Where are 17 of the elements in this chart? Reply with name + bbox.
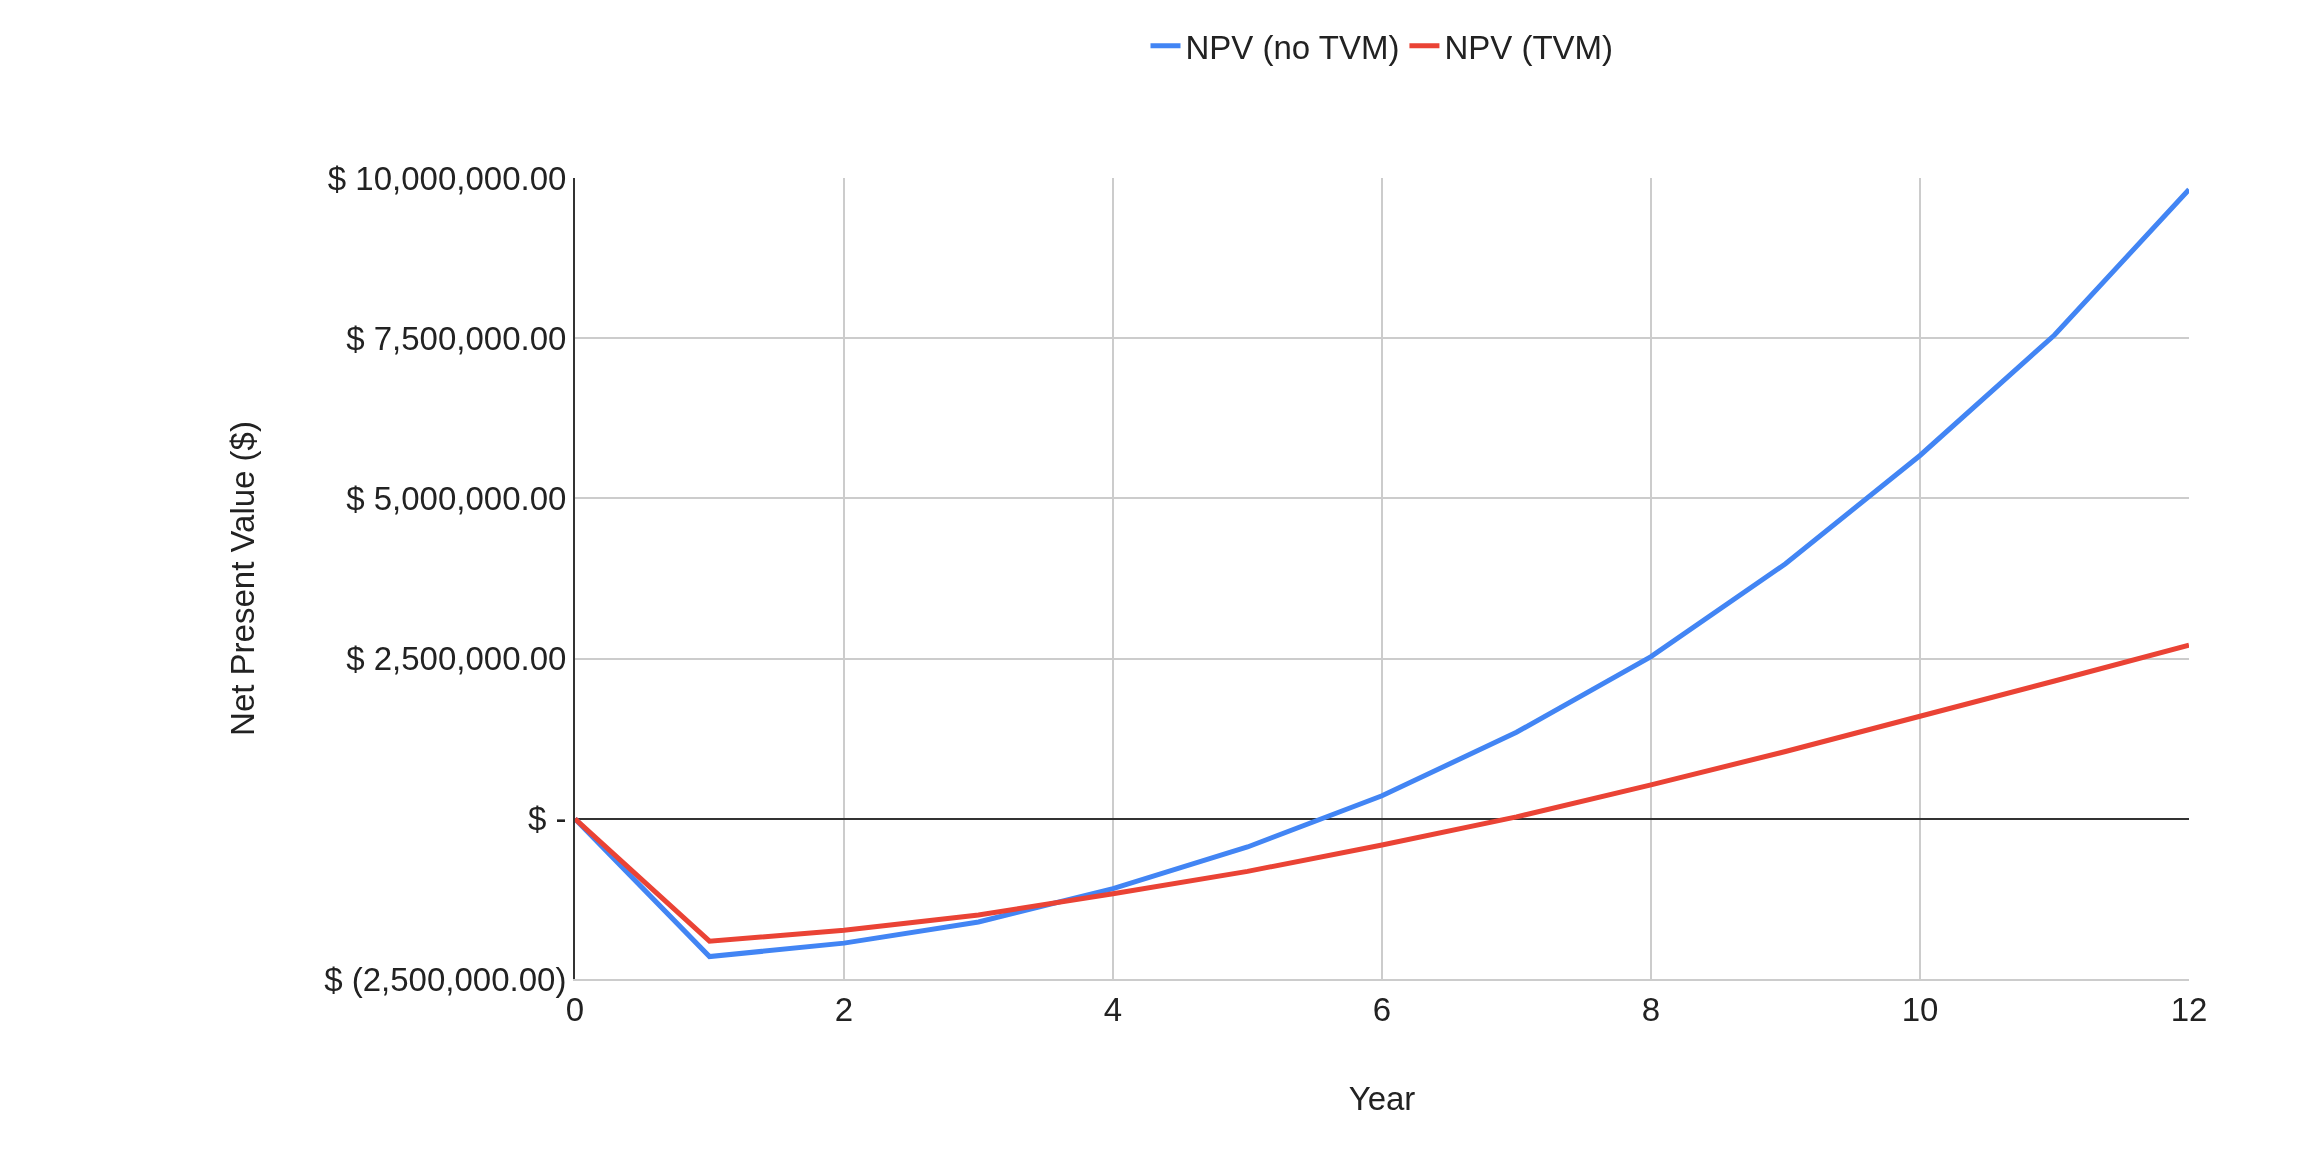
x-tick-label: 10 <box>1901 990 1939 1028</box>
legend-label: NPV (no TVM) <box>1185 28 1400 66</box>
y-tick-label: $ 10,000,000.00 <box>327 159 567 197</box>
legend-label: NPV (TVM) <box>1444 28 1614 66</box>
y-tick-label: $ (2,500,000.00) <box>324 960 567 998</box>
x-tick-label: 2 <box>834 990 854 1028</box>
x-tick-label: 8 <box>1641 990 1661 1028</box>
x-tick-label: 12 <box>2170 990 2208 1028</box>
x-axis-title: Year <box>1348 1079 1416 1117</box>
y-tick-label: $ 5,000,000.00 <box>346 479 567 517</box>
y-tick-label: $ 7,500,000.00 <box>346 319 567 357</box>
y-axis-title: Net Present Value ($) <box>223 421 261 736</box>
y-tick-label: $ - <box>527 800 567 838</box>
x-tick-label: 4 <box>1103 990 1123 1028</box>
x-tick-label: 0 <box>565 990 585 1028</box>
x-tick-label: 6 <box>1372 990 1392 1028</box>
y-tick-label: $ 2,500,000.00 <box>346 640 567 678</box>
